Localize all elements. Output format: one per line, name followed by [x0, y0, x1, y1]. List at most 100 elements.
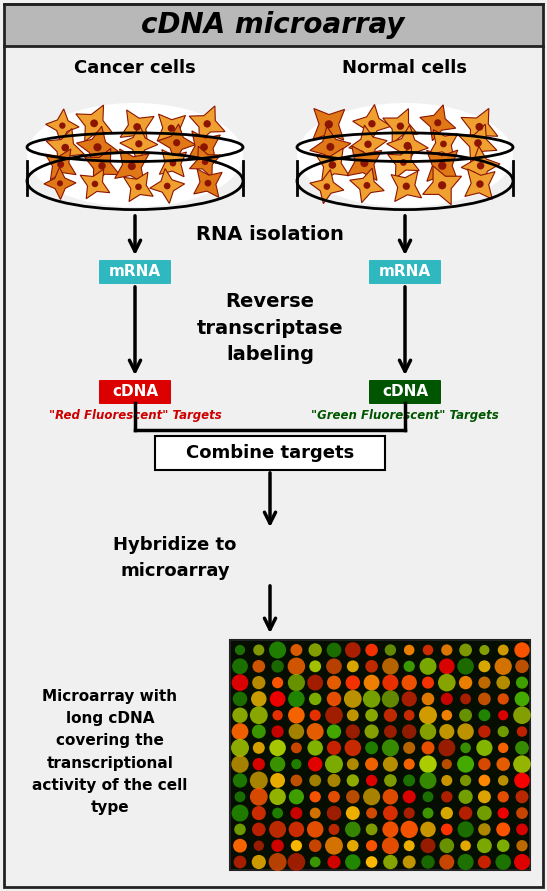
Circle shape	[309, 774, 321, 787]
Circle shape	[250, 772, 267, 789]
Circle shape	[514, 642, 529, 658]
Circle shape	[498, 644, 509, 656]
Circle shape	[327, 724, 341, 739]
Circle shape	[513, 707, 531, 724]
Circle shape	[346, 724, 360, 739]
Polygon shape	[80, 169, 110, 199]
Text: Reverse
transcriptase
labeling: Reverse transcriptase labeling	[197, 292, 344, 364]
Circle shape	[347, 840, 359, 852]
Circle shape	[254, 840, 264, 851]
Circle shape	[309, 692, 322, 705]
Circle shape	[457, 822, 474, 838]
Circle shape	[250, 788, 267, 805]
Circle shape	[288, 658, 305, 675]
Circle shape	[404, 807, 415, 819]
Circle shape	[423, 791, 433, 802]
Ellipse shape	[133, 123, 141, 131]
Ellipse shape	[327, 143, 334, 151]
Circle shape	[290, 774, 302, 787]
Circle shape	[497, 757, 510, 771]
Text: Combine targets: Combine targets	[186, 444, 354, 462]
Bar	[4, 4, 543, 46]
Circle shape	[347, 660, 359, 672]
Circle shape	[366, 775, 377, 786]
Circle shape	[327, 642, 341, 658]
Polygon shape	[77, 127, 119, 168]
Circle shape	[498, 791, 509, 803]
Circle shape	[439, 658, 455, 674]
FancyBboxPatch shape	[99, 380, 171, 404]
Polygon shape	[423, 166, 462, 205]
Circle shape	[498, 775, 508, 786]
Circle shape	[479, 774, 490, 786]
Circle shape	[382, 691, 399, 707]
Circle shape	[307, 674, 323, 691]
Circle shape	[347, 709, 359, 721]
Circle shape	[253, 742, 265, 754]
Circle shape	[310, 791, 321, 803]
Circle shape	[289, 789, 304, 805]
Circle shape	[517, 726, 527, 737]
Circle shape	[478, 676, 491, 689]
Circle shape	[289, 822, 304, 838]
Circle shape	[441, 759, 452, 769]
Circle shape	[346, 806, 360, 820]
Circle shape	[441, 710, 452, 721]
Polygon shape	[383, 109, 418, 143]
FancyBboxPatch shape	[369, 380, 441, 404]
Ellipse shape	[476, 180, 484, 188]
Circle shape	[288, 707, 305, 723]
Circle shape	[516, 676, 528, 689]
Circle shape	[459, 643, 472, 657]
Circle shape	[251, 691, 266, 707]
Ellipse shape	[170, 159, 176, 167]
Circle shape	[439, 854, 455, 870]
Ellipse shape	[128, 162, 136, 170]
Circle shape	[439, 724, 455, 739]
Circle shape	[232, 707, 248, 723]
Circle shape	[460, 775, 471, 786]
Circle shape	[365, 757, 378, 771]
Circle shape	[364, 674, 380, 691]
Circle shape	[269, 853, 287, 871]
Polygon shape	[45, 149, 76, 180]
Circle shape	[363, 789, 380, 805]
Circle shape	[345, 854, 360, 870]
Ellipse shape	[57, 180, 63, 186]
Circle shape	[253, 660, 265, 673]
Circle shape	[383, 756, 398, 772]
Text: RNA isolation: RNA isolation	[196, 225, 344, 243]
Text: Hybridize to
microarray: Hybridize to microarray	[113, 536, 237, 579]
Ellipse shape	[368, 120, 376, 127]
Circle shape	[459, 806, 472, 820]
Ellipse shape	[360, 159, 369, 168]
Circle shape	[288, 691, 305, 707]
Circle shape	[383, 789, 398, 805]
Circle shape	[384, 708, 397, 722]
Circle shape	[365, 709, 378, 722]
Circle shape	[327, 740, 341, 755]
Ellipse shape	[297, 103, 513, 207]
Circle shape	[515, 790, 528, 803]
Circle shape	[477, 838, 492, 853]
FancyBboxPatch shape	[99, 260, 171, 284]
Polygon shape	[388, 147, 419, 178]
Circle shape	[235, 791, 246, 802]
Ellipse shape	[329, 161, 336, 168]
Circle shape	[461, 840, 471, 851]
Circle shape	[272, 710, 283, 721]
Ellipse shape	[202, 159, 208, 165]
Circle shape	[347, 758, 359, 770]
Circle shape	[307, 723, 324, 740]
Ellipse shape	[168, 125, 175, 132]
Circle shape	[271, 839, 284, 852]
Circle shape	[403, 742, 415, 754]
Polygon shape	[85, 149, 119, 184]
Polygon shape	[157, 114, 185, 143]
Ellipse shape	[59, 122, 66, 129]
Circle shape	[515, 741, 529, 755]
Text: mRNA: mRNA	[109, 265, 161, 280]
Circle shape	[269, 642, 286, 658]
Circle shape	[422, 741, 434, 755]
Circle shape	[288, 853, 305, 871]
